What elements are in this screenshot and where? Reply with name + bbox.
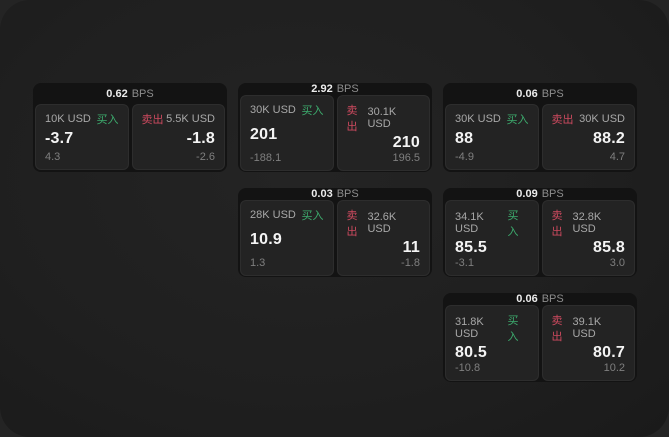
bps-value: 2.92 xyxy=(311,83,333,95)
buy-change: -3.1 xyxy=(455,257,474,269)
spread-card: 0.09 BPS 34.1K USD 买入 85.5 -3.1 卖出 xyxy=(443,188,637,277)
buy-price: 88 xyxy=(455,130,474,147)
bps-unit-label: BPS xyxy=(541,87,564,100)
quote-panels: 30K USD 买入 88 -4.9 卖出 30K USD 88.2 4.7 xyxy=(443,104,637,172)
cards-grid: 0.62 BPS 10K USD 买入 -3.7 4.3 卖出 xyxy=(33,83,637,382)
sell-label[interactable]: 卖出 xyxy=(551,210,563,238)
bps-unit-label: BPS xyxy=(131,87,154,100)
sell-amount: 32.8K USD xyxy=(572,211,602,235)
buy-price: 201 xyxy=(250,126,278,143)
sell-label[interactable]: 卖出 xyxy=(346,105,358,133)
bps-value: 0.09 xyxy=(516,188,538,200)
spread-card: 0.06 BPS 31.8K USD 买入 80.5 -10.8 卖 xyxy=(443,293,637,382)
sell-price: -1.8 xyxy=(186,130,215,147)
spread-card: 0.62 BPS 10K USD 买入 -3.7 4.3 卖出 xyxy=(33,83,227,172)
buy-amount: 34.1K USD xyxy=(455,211,484,235)
buy-price: 80.5 xyxy=(455,344,487,361)
spread-card: 2.92 BPS 30K USD 买入 201 -188.1 卖出 xyxy=(238,83,432,172)
sell-amount: 30K USD xyxy=(579,113,625,125)
buy-amount: 28K USD xyxy=(250,209,296,221)
sell-amount: 30.1K USD xyxy=(367,106,397,130)
buy-change: -4.9 xyxy=(455,151,474,163)
sell-panel[interactable]: 卖出 39.1K USD 80.7 10.2 xyxy=(541,305,635,381)
sell-panel[interactable]: 卖出 30K USD 88.2 4.7 xyxy=(541,104,635,170)
sell-price: 11 xyxy=(402,239,420,256)
sell-change: 196.5 xyxy=(392,152,420,164)
buy-label[interactable]: 买入 xyxy=(507,315,519,343)
sell-label[interactable]: 卖出 xyxy=(346,210,358,238)
sell-price: 80.7 xyxy=(593,344,625,361)
buy-price: 85.5 xyxy=(455,239,487,256)
quote-panels: 28K USD 买入 10.9 1.3 卖出 32.6K USD 11 -1.8 xyxy=(238,200,432,277)
sell-panel[interactable]: 卖出 5.5K USD -1.8 -2.6 xyxy=(131,104,225,170)
sell-change: -1.8 xyxy=(401,257,420,269)
bps-value: 0.62 xyxy=(106,87,128,100)
buy-amount: 30K USD xyxy=(250,104,296,116)
buy-panel[interactable]: 31.8K USD 买入 80.5 -10.8 xyxy=(445,305,539,381)
spread-card: 0.06 BPS 30K USD 买入 88 -4.9 卖出 xyxy=(443,83,637,172)
card-header: 2.92 BPS xyxy=(238,83,432,95)
sell-amount: 39.1K USD xyxy=(572,316,602,340)
card-header: 0.03 BPS xyxy=(238,188,432,200)
bps-value: 0.06 xyxy=(516,293,538,305)
buy-panel[interactable]: 28K USD 买入 10.9 1.3 xyxy=(240,200,334,276)
bps-value: 0.03 xyxy=(311,188,333,200)
card-header: 0.09 BPS xyxy=(443,188,637,200)
quote-panels: 34.1K USD 买入 85.5 -3.1 卖出 32.8K USD 85.8… xyxy=(443,200,637,277)
card-header: 0.06 BPS xyxy=(443,293,637,305)
buy-label[interactable]: 买入 xyxy=(301,210,324,222)
sell-change: -2.6 xyxy=(196,151,215,163)
sell-panel[interactable]: 卖出 32.6K USD 11 -1.8 xyxy=(336,200,430,276)
sell-panel[interactable]: 卖出 30.1K USD 210 196.5 xyxy=(336,95,430,171)
bps-value: 0.06 xyxy=(516,87,538,100)
sell-change: 4.7 xyxy=(609,151,625,163)
bps-unit-label: BPS xyxy=(541,188,564,200)
sell-amount: 32.6K USD xyxy=(367,211,397,235)
sell-change: 3.0 xyxy=(609,257,625,269)
buy-amount: 30K USD xyxy=(455,113,501,125)
bps-unit-label: BPS xyxy=(336,83,359,95)
sell-label[interactable]: 卖出 xyxy=(141,114,164,126)
buy-price: 10.9 xyxy=(250,231,282,248)
quote-panels: 10K USD 买入 -3.7 4.3 卖出 5.5K USD -1.8 -2.… xyxy=(33,104,227,172)
buy-change: 1.3 xyxy=(250,257,266,269)
card-header: 0.06 BPS xyxy=(443,83,637,104)
buy-change: -188.1 xyxy=(250,152,282,164)
bps-unit-label: BPS xyxy=(336,188,359,200)
quote-panels: 31.8K USD 买入 80.5 -10.8 卖出 39.1K USD 80.… xyxy=(443,305,637,382)
buy-price: -3.7 xyxy=(45,130,74,147)
buy-label[interactable]: 买入 xyxy=(507,210,519,238)
buy-panel[interactable]: 10K USD 买入 -3.7 4.3 xyxy=(35,104,129,170)
sell-price: 88.2 xyxy=(593,130,625,147)
buy-label[interactable]: 买入 xyxy=(506,114,529,126)
sell-change: 10.2 xyxy=(603,362,625,374)
buy-panel[interactable]: 34.1K USD 买入 85.5 -3.1 xyxy=(445,200,539,276)
card-header: 0.62 BPS xyxy=(33,83,227,104)
buy-label[interactable]: 买入 xyxy=(301,105,324,117)
sell-label[interactable]: 卖出 xyxy=(551,114,574,126)
sell-panel[interactable]: 卖出 32.8K USD 85.8 3.0 xyxy=(541,200,635,276)
sell-price: 210 xyxy=(392,134,420,151)
sell-price: 85.8 xyxy=(593,239,625,256)
spread-card: 0.03 BPS 28K USD 买入 10.9 1.3 卖出 xyxy=(238,188,432,277)
sell-amount: 5.5K USD xyxy=(166,113,215,125)
bps-unit-label: BPS xyxy=(541,293,564,305)
sell-label[interactable]: 卖出 xyxy=(551,315,563,343)
buy-panel[interactable]: 30K USD 买入 201 -188.1 xyxy=(240,95,334,171)
buy-amount: 31.8K USD xyxy=(455,316,484,340)
buy-change: 4.3 xyxy=(45,151,61,163)
buy-amount: 10K USD xyxy=(45,113,91,125)
buy-label[interactable]: 买入 xyxy=(96,114,119,126)
buy-panel[interactable]: 30K USD 买入 88 -4.9 xyxy=(445,104,539,170)
quote-panels: 30K USD 买入 201 -188.1 卖出 30.1K USD 210 1… xyxy=(238,95,432,172)
buy-change: -10.8 xyxy=(455,362,481,374)
